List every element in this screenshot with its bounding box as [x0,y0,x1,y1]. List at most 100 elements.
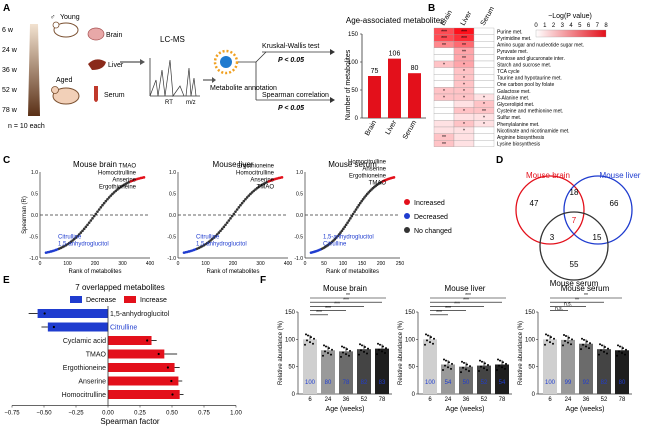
rank-point [112,191,116,194]
rank-point [86,223,89,227]
tissue-label: Serum [104,92,125,99]
metabolite-label: Homocitrulline [98,170,137,176]
metabolite-label: Citrulline [323,242,347,248]
significance-stars: ** [442,142,446,148]
color-scale-bar [535,29,607,38]
data-point [157,352,160,356]
data-point [361,344,363,347]
heatmap-cell [473,34,495,42]
rank-point [104,199,108,203]
data-point [146,339,149,342]
data-point [486,368,488,371]
chart-title: Mouse liver [445,284,486,293]
data-point [622,347,624,350]
rt-label: RT [165,100,173,106]
metabolite-label: Citrulline [58,235,82,241]
significance-stars: * [463,109,465,115]
data-point [330,353,332,356]
heatmap-cell [473,80,495,88]
bar [423,339,437,394]
data-point [325,345,327,348]
rank-point [235,208,239,211]
data-point [445,359,447,362]
data-point [480,365,482,368]
tissue-label: Brain [106,32,122,39]
significance-label: *** [465,293,471,299]
legend-swatch-increase [124,296,136,303]
bar [615,350,629,394]
metabolite-label: Anserine [362,166,386,172]
x-tick-label: 24 [565,397,572,403]
data-point [310,336,312,339]
metabolite-label: TMAO [369,180,387,186]
data-point [588,347,590,350]
data-point [580,348,582,351]
data-point [427,334,429,337]
tissue-label: Liver [108,62,124,69]
significance-label: *** [445,306,451,312]
rank-point [87,221,91,224]
rank-point [72,237,76,241]
pathway-heatmap: *** *** Purine met.*** *** Pyrimidine met.**… [433,27,584,148]
significance-stars: * [483,102,485,108]
data-point [465,368,467,371]
y-tick-label: 50 [351,88,358,94]
rank-point [346,221,349,224]
venn-count: 7 [572,216,577,225]
legend-tick-label: 5 [578,23,582,29]
data-point [433,337,435,340]
rank-point [249,192,252,196]
panel-label-a: A [3,3,10,14]
rank-point [280,176,284,179]
spearman-label: Spearman correlation [262,92,329,99]
rank-point [358,201,362,205]
metabolite-label: 1,5-anhydroglucitol [196,242,247,248]
x-tick-label: 400 [146,261,155,267]
legend-tick-label: 6 [587,23,591,29]
metabolite-label: Ergothioneine [99,184,137,190]
rank-point [343,225,347,229]
column-label: Serum [480,5,496,27]
data-point [451,362,453,365]
data-point [483,367,485,370]
age-label: 6 w [2,27,14,34]
metabolite-label: TMAO [119,163,137,169]
rank-point [210,237,214,241]
panel-label-c: C [3,155,10,166]
x-axis-label: Rank of metabolites [326,269,379,275]
bar [441,364,455,394]
significance-stars: * [483,115,485,121]
data-point [346,348,348,351]
data-point [618,350,620,353]
rank-point [84,225,88,229]
data-point [607,347,609,350]
y-tick-label: 1.0 [296,170,303,176]
rank-point [217,231,221,234]
bar [47,322,108,332]
significance-stars: * [463,82,465,88]
x-tick-label: 6 [548,397,552,403]
heatmap-cell [433,100,455,108]
y-tick-label: 0.0 [296,213,303,219]
data-point [384,352,386,354]
y-tick-label: 100 [525,337,536,343]
data-point [547,334,549,337]
heatmap-cell [433,67,455,75]
metabolite-label: 1,5-anhydroglucitol [110,311,170,318]
heatmap-cell [473,41,495,48]
legend-marker-increased [404,199,410,205]
bar [375,348,389,394]
venn-count: 66 [610,199,619,208]
x-tick-label: 100 [339,261,348,267]
x-tick-label: 200 [91,261,100,267]
data-point [553,337,555,340]
chart-title: Mouse serum [561,284,610,293]
column-label: Liver [460,10,474,27]
data-point [359,343,361,346]
heatmap-cell [473,60,495,68]
data-point [479,359,481,362]
flow-arrow-head [140,59,145,65]
data-point [604,345,606,348]
metabolite-label: TMAO [257,184,275,190]
data-point [349,349,351,352]
